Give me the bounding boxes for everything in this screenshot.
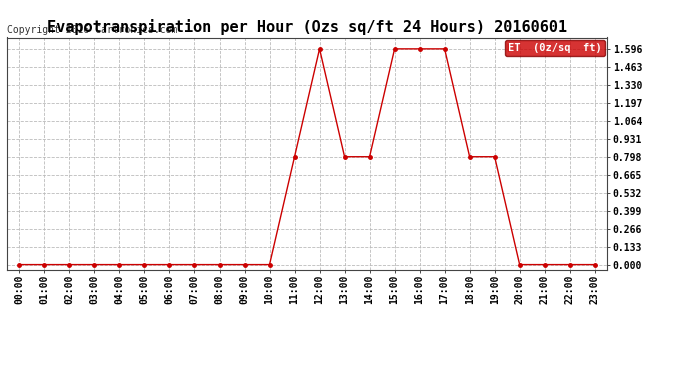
Text: Copyright 2016 Cartronics.com: Copyright 2016 Cartronics.com	[7, 25, 177, 35]
Title: Evapotranspiration per Hour (Ozs sq/ft 24 Hours) 20160601: Evapotranspiration per Hour (Ozs sq/ft 2…	[47, 19, 567, 35]
Legend: ET  (0z/sq  ft): ET (0z/sq ft)	[505, 40, 605, 56]
